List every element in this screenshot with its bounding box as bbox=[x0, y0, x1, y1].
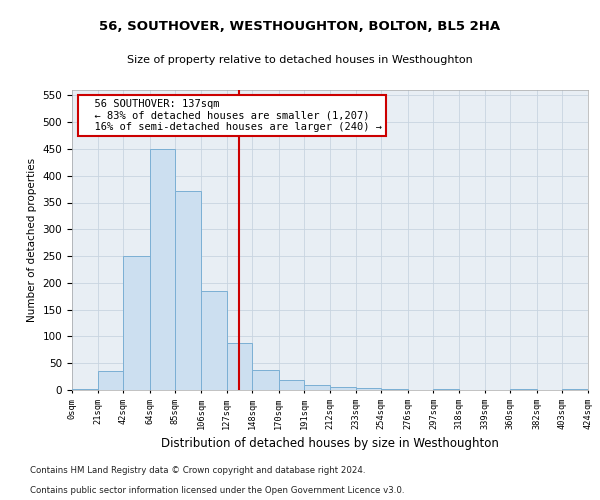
Bar bbox=[330, 388, 356, 390]
Bar bbox=[123, 256, 150, 390]
Bar bbox=[356, 388, 381, 390]
Text: 56 SOUTHOVER: 137sqm
  ← 83% of detached houses are smaller (1,207)
  16% of sem: 56 SOUTHOVER: 137sqm ← 83% of detached h… bbox=[82, 99, 382, 132]
Bar bbox=[175, 190, 201, 390]
Text: 56, SOUTHOVER, WESTHOUGHTON, BOLTON, BL5 2HA: 56, SOUTHOVER, WESTHOUGHTON, BOLTON, BL5… bbox=[100, 20, 500, 33]
X-axis label: Distribution of detached houses by size in Westhoughton: Distribution of detached houses by size … bbox=[161, 438, 499, 450]
Bar bbox=[150, 149, 175, 390]
Text: Contains public sector information licensed under the Open Government Licence v3: Contains public sector information licen… bbox=[30, 486, 404, 495]
Text: Size of property relative to detached houses in Westhoughton: Size of property relative to detached ho… bbox=[127, 55, 473, 65]
Bar bbox=[201, 291, 227, 390]
Y-axis label: Number of detached properties: Number of detached properties bbox=[27, 158, 37, 322]
Bar bbox=[72, 389, 98, 390]
Bar bbox=[279, 380, 304, 390]
Bar bbox=[252, 370, 279, 390]
Text: Contains HM Land Registry data © Crown copyright and database right 2024.: Contains HM Land Registry data © Crown c… bbox=[30, 466, 365, 475]
Bar bbox=[227, 343, 252, 390]
Bar bbox=[98, 371, 123, 390]
Bar bbox=[433, 389, 459, 390]
Bar bbox=[304, 384, 330, 390]
